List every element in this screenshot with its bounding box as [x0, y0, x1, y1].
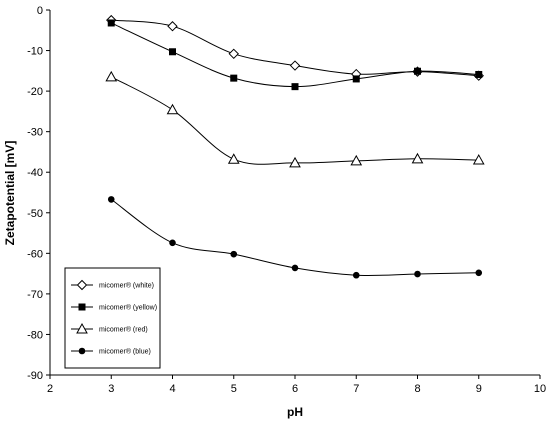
- data-point-triangle: [289, 156, 301, 168]
- data-point-triangle: [105, 70, 118, 82]
- data-point-circle: [414, 270, 421, 278]
- legend-item: micomer® (red): [71, 322, 148, 334]
- y-tick-label: 0: [37, 5, 43, 17]
- legend-label: micomer® (white): [99, 282, 154, 290]
- x-tick-label: 3: [108, 383, 114, 395]
- legend-marker-diamond: [76, 279, 88, 291]
- y-tick-label: -40: [27, 167, 43, 179]
- data-point-diamond: [228, 48, 239, 60]
- y-tick-label: -70: [27, 289, 43, 301]
- data-point-circle: [107, 196, 115, 203]
- y-tick-label: -30: [27, 127, 43, 139]
- legend-marker-triangle: [76, 322, 88, 334]
- data-point-square: [475, 70, 483, 78]
- data-point-triangle: [166, 103, 179, 115]
- data-point-square: [107, 19, 115, 27]
- data-point-diamond: [167, 21, 178, 32]
- data-point-diamond: [289, 60, 301, 71]
- legend-marker-circle: [78, 347, 86, 355]
- x-tick-label: 4: [169, 383, 175, 395]
- x-axis-title: pH: [287, 405, 303, 419]
- y-tick-label: -20: [27, 86, 43, 98]
- legend: micomer® (white) micomer® (yellow) micomer…: [64, 267, 161, 369]
- plot-area: 0 -10 -20 -30 -40 -50 -60 -70 -80 -90 2 3 4 5 6 7 8 9 10 mi…: [27, 5, 546, 395]
- x-tick-label: 2: [47, 383, 53, 395]
- legend-marker-square: [78, 303, 86, 311]
- legend-label: micomer® (red): [99, 326, 148, 334]
- series-line: [111, 22, 479, 88]
- y-tick-label: -50: [27, 208, 43, 220]
- data-point-circle: [230, 250, 238, 258]
- y-axis-title: Zetapotential [mV]: [3, 141, 17, 246]
- x-tick-label: 5: [231, 383, 237, 395]
- x-tick-label: 10: [534, 383, 546, 395]
- series-circle: [107, 196, 483, 279]
- data-point-triangle: [227, 153, 240, 164]
- x-tick-label: 6: [292, 383, 298, 395]
- legend-label: micomer® (blue): [99, 348, 151, 356]
- y-tick-label: -80: [27, 329, 43, 341]
- legend-item: micomer® (white): [71, 279, 154, 291]
- data-point-triangle: [472, 154, 485, 165]
- data-point-triangle: [350, 154, 363, 166]
- legend-item: micomer® (yellow): [71, 303, 157, 312]
- data-point-circle: [352, 271, 360, 279]
- data-point-square: [352, 75, 360, 83]
- series-line: [110, 198, 479, 276]
- y-tick-label: -60: [27, 248, 43, 260]
- legend-label: micomer® (yellow): [99, 304, 157, 312]
- data-point-circle: [291, 264, 299, 272]
- data-point-square: [291, 83, 299, 91]
- data-point-circle: [475, 269, 483, 277]
- y-tick-label: -10: [27, 46, 43, 58]
- data-point-circle: [169, 239, 176, 247]
- x-tick-label: 7: [353, 383, 359, 395]
- series-square: [107, 19, 483, 91]
- x-tick-label: 9: [476, 383, 482, 395]
- data-point-square: [414, 67, 421, 75]
- y-tick-label: -90: [27, 370, 43, 382]
- data-point-triangle: [411, 152, 424, 164]
- x-tick-label: 8: [414, 383, 420, 395]
- data-point-square: [230, 74, 238, 82]
- legend-item: micomer® (blue): [71, 348, 151, 356]
- series-triangle: [105, 70, 485, 168]
- data-point-square: [169, 48, 176, 56]
